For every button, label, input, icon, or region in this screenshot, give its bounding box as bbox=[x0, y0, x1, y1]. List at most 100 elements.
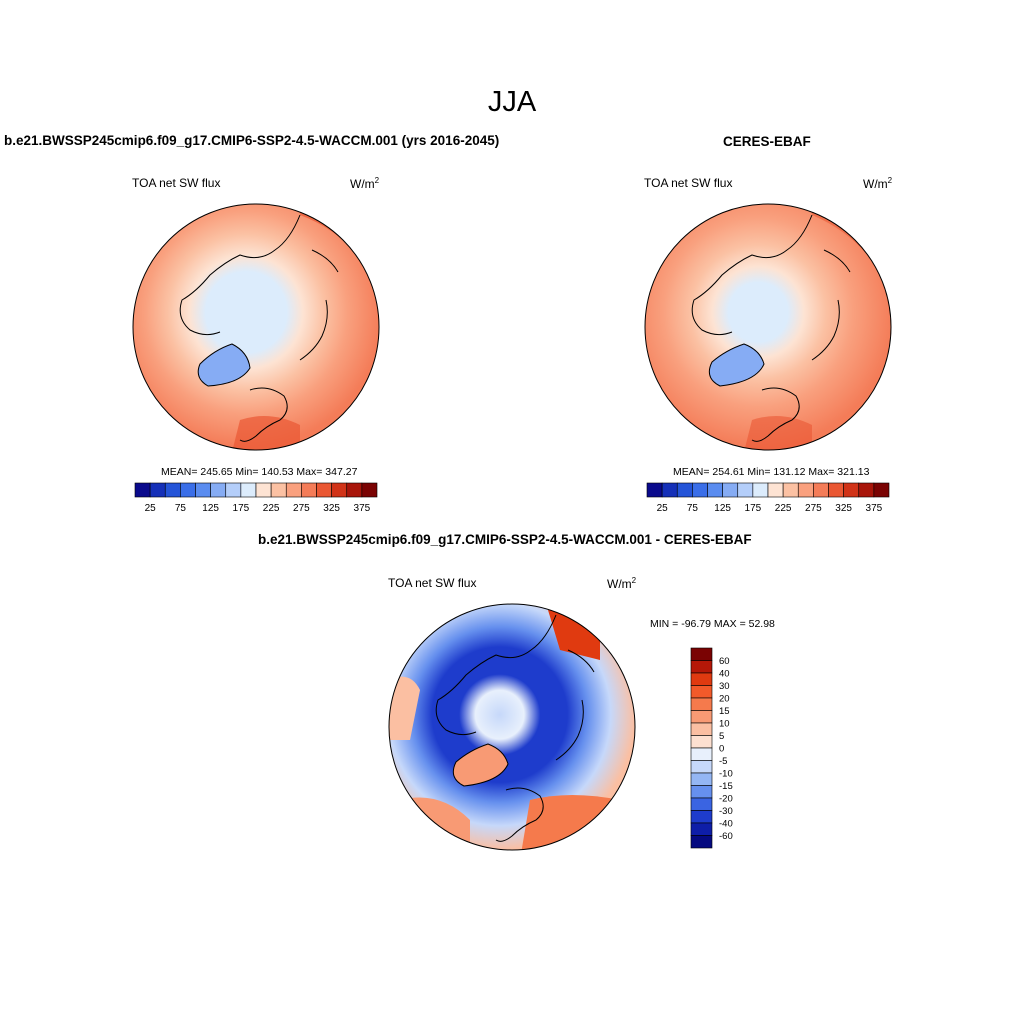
model-colorbar-swatch bbox=[164, 482, 181, 498]
model-greenland-region bbox=[198, 344, 250, 386]
obs-colorbar-tick-label: 325 bbox=[835, 503, 852, 514]
diff-colorbar-tick-label: 0 bbox=[719, 744, 724, 755]
obs-colorbar-swatch bbox=[722, 482, 739, 498]
obs-colorbar-swatch bbox=[858, 482, 875, 498]
model-colorbar-tick-label: 225 bbox=[263, 503, 280, 514]
obs-polar-map bbox=[644, 203, 892, 451]
model-colorbar-tick-label: 375 bbox=[354, 503, 371, 514]
model-variable-label: TOA net SW flux bbox=[132, 176, 221, 190]
obs-colorbar: 25 75 125 175 225 275 325 375 bbox=[646, 482, 890, 514]
model-panel-title: b.e21.BWSSP245cmip6.f09_g17.CMIP6-SSP2-4… bbox=[4, 133, 500, 148]
model-stats-label: MEAN= 245.65 Min= 140.53 Max= 347.27 bbox=[161, 466, 358, 478]
obs-colorbar-swatch bbox=[828, 482, 844, 498]
diff-colorbar-swatch bbox=[690, 772, 713, 786]
diff-colorbar-swatch bbox=[690, 710, 713, 724]
obs-colorbar-swatch bbox=[813, 482, 829, 498]
model-colorbar-swatch bbox=[195, 482, 211, 498]
obs-colorbar-swatch bbox=[692, 482, 708, 498]
obs-coastline bbox=[691, 214, 851, 442]
model-colorbar-tick-label: 175 bbox=[233, 503, 250, 514]
obs-colorbar-swatch bbox=[752, 482, 769, 498]
diff-colorbar-tick-label: -20 bbox=[719, 794, 733, 805]
obs-colorbar-swatch bbox=[707, 482, 723, 498]
diff-variable-label: TOA net SW flux bbox=[388, 576, 477, 590]
obs-colorbar-tick-label: 25 bbox=[657, 503, 669, 514]
model-colorbar-swatch bbox=[361, 482, 378, 498]
diff-west-warm-region bbox=[389, 676, 420, 740]
obs-colorbar-swatch bbox=[797, 482, 814, 498]
diff-units-label: W/m2 bbox=[607, 576, 637, 591]
figure-title: JJA bbox=[487, 86, 537, 118]
diff-colorbar-swatch bbox=[690, 660, 713, 674]
diff-colorbar-swatch bbox=[690, 647, 713, 661]
diff-polar-map bbox=[388, 603, 636, 851]
diff-colorbar-tick-label: 40 bbox=[719, 669, 730, 680]
model-polar-map bbox=[132, 203, 380, 451]
model-colorbar-swatch bbox=[240, 482, 257, 498]
obs-colorbar-swatch bbox=[782, 482, 799, 498]
obs-panel-title: CERES-EBAF bbox=[723, 134, 811, 149]
model-units-label: W/m2 bbox=[350, 176, 380, 191]
model-colorbar-tick-label: 125 bbox=[202, 503, 219, 514]
diff-colorbar-swatch bbox=[690, 760, 713, 774]
model-colorbar-swatch bbox=[210, 482, 227, 498]
obs-colorbar-tick-label: 125 bbox=[714, 503, 731, 514]
obs-europe-warm-region bbox=[742, 416, 812, 450]
model-europe-warm-region bbox=[230, 416, 300, 450]
obs-colorbar-swatch bbox=[646, 482, 663, 498]
obs-colorbar-tick-label: 275 bbox=[805, 503, 822, 514]
diff-colorbar-swatch bbox=[690, 747, 713, 761]
diff-colorbar-swatch bbox=[690, 835, 713, 849]
model-colorbar-swatch bbox=[301, 482, 317, 498]
model-colorbar-swatch bbox=[134, 482, 151, 498]
model-colorbar: 25 75 125 175 225 275 325 375 bbox=[134, 482, 378, 514]
obs-colorbar-swatch bbox=[873, 482, 890, 498]
model-colorbar-swatch bbox=[149, 482, 166, 498]
obs-colorbar-tick-label: 175 bbox=[745, 503, 762, 514]
model-colorbar-tick-label: 325 bbox=[323, 503, 340, 514]
model-colorbar-tick-label: 275 bbox=[293, 503, 310, 514]
diff-colorbar-tick-label: -15 bbox=[719, 781, 733, 792]
diff-europe-warm-region bbox=[520, 795, 635, 850]
diff-greenland-warm-region bbox=[453, 744, 508, 786]
diff-colorbar-tick-label: -30 bbox=[719, 806, 733, 817]
model-colorbar-swatch bbox=[270, 482, 287, 498]
diff-colorbar-tick-label: 15 bbox=[719, 706, 730, 717]
diff-colorbar-swatch bbox=[690, 810, 713, 824]
obs-colorbar-swatch bbox=[676, 482, 693, 498]
model-colorbar-swatch bbox=[255, 482, 272, 498]
diff-colorbar-swatch bbox=[690, 797, 713, 811]
obs-variable-label: TOA net SW flux bbox=[644, 176, 733, 190]
diff-colorbar-swatch bbox=[690, 722, 713, 736]
obs-colorbar-tick-label: 375 bbox=[866, 503, 883, 514]
diff-coastline bbox=[435, 614, 595, 842]
model-colorbar-swatch bbox=[225, 482, 242, 498]
model-colorbar-tick-label: 25 bbox=[145, 503, 157, 514]
diff-colorbar-tick-label: 30 bbox=[719, 681, 730, 692]
model-colorbar-swatch bbox=[346, 482, 363, 498]
diff-colorbar-swatch bbox=[690, 822, 713, 836]
diff-colorbar-tick-label: 10 bbox=[719, 719, 730, 730]
model-colorbar-swatch bbox=[285, 482, 302, 498]
obs-colorbar-tick-label: 75 bbox=[687, 503, 699, 514]
diff-colorbar-tick-label: 60 bbox=[719, 656, 730, 667]
diff-colorbar-tick-label: 20 bbox=[719, 694, 730, 705]
obs-greenland-region bbox=[709, 344, 764, 386]
obs-colorbar-swatch bbox=[661, 482, 678, 498]
diff-colorbar-swatch bbox=[690, 672, 713, 686]
model-colorbar-swatch bbox=[316, 482, 332, 498]
model-colorbar-swatch bbox=[180, 482, 196, 498]
obs-colorbar-swatch bbox=[843, 482, 860, 498]
diff-colorbar-tick-label: -10 bbox=[719, 769, 733, 780]
diff-stats-label: MIN = -96.79 MAX = 52.98 bbox=[650, 618, 775, 630]
diff-colorbar-swatch bbox=[690, 685, 713, 699]
model-coastline bbox=[179, 214, 339, 442]
obs-colorbar-tick-label: 225 bbox=[775, 503, 792, 514]
obs-stats-label: MEAN= 254.61 Min= 131.12 Max= 321.13 bbox=[673, 466, 870, 478]
diff-colorbar-tick-label: 5 bbox=[719, 731, 724, 742]
diff-panel-title: b.e21.BWSSP245cmip6.f09_g17.CMIP6-SSP2-4… bbox=[258, 532, 752, 547]
diff-colorbar-tick-label: -40 bbox=[719, 819, 733, 830]
obs-units-label: W/m2 bbox=[863, 176, 893, 191]
